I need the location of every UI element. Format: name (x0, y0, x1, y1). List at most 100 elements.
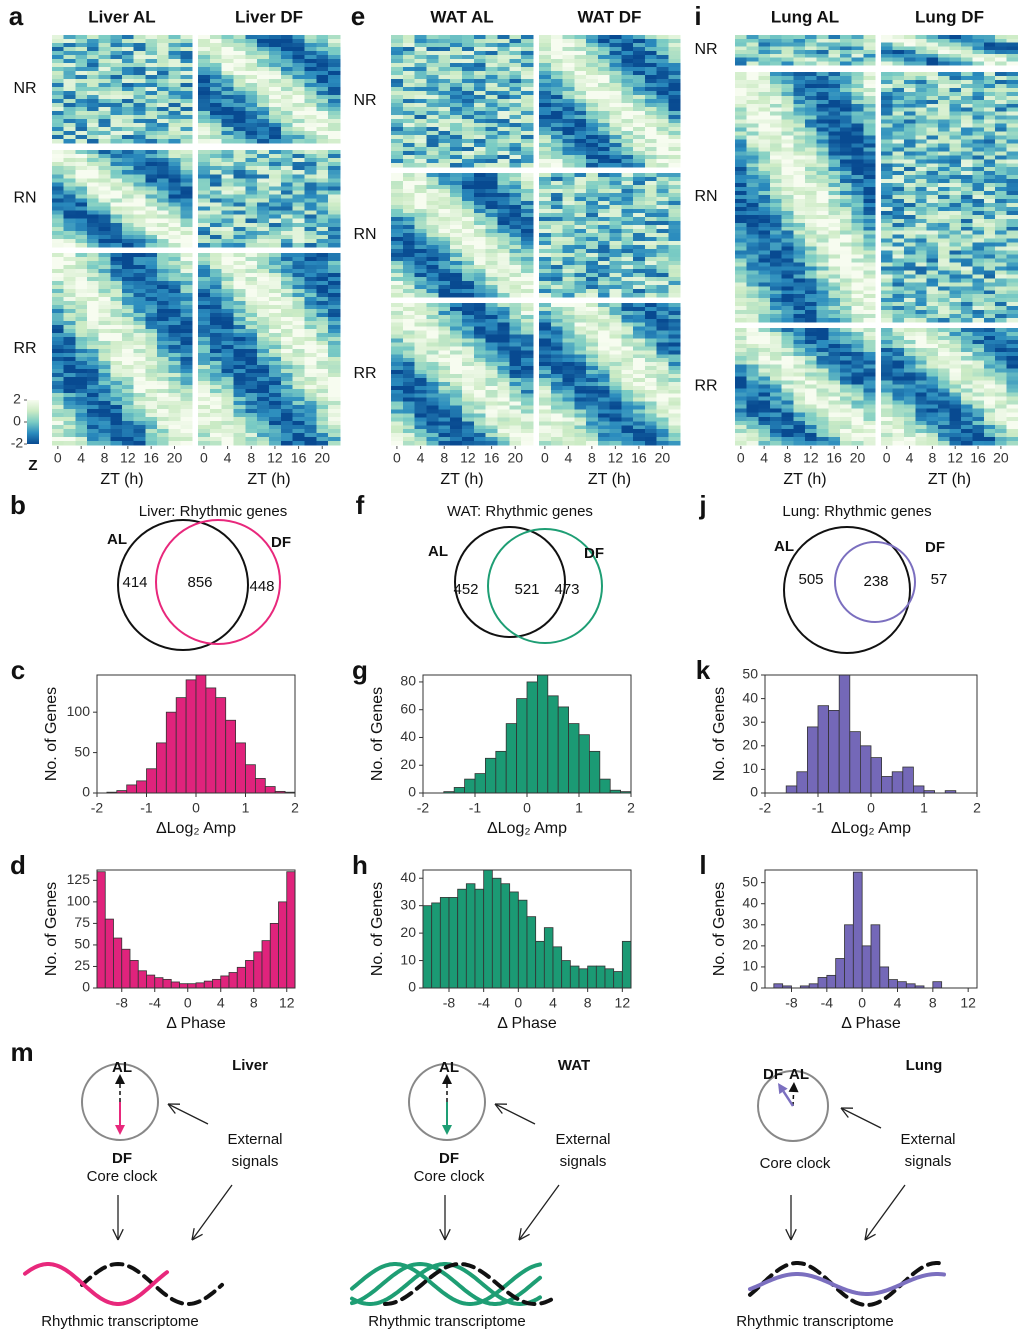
heatmap-cell (610, 119, 622, 123)
heatmap-cell (450, 87, 462, 91)
heatmap-cell (110, 441, 122, 445)
heatmap-cell (169, 393, 181, 397)
heatmap-cell (427, 425, 439, 429)
heatmap-cell (269, 231, 281, 235)
heatmap-cell (234, 107, 246, 111)
heatmap-cell (245, 103, 257, 107)
heatmap-cell (539, 35, 551, 39)
heatmap-cell (621, 437, 633, 441)
heatmap-cell (180, 325, 192, 329)
heatmap-cell (180, 261, 192, 265)
heatmap-cell (169, 389, 181, 393)
heatmap-cell (269, 409, 281, 413)
heatmap-cell (210, 277, 222, 281)
heatmap-cell (403, 339, 415, 343)
heatmap-cell (52, 186, 64, 190)
heatmap-cell (782, 46, 794, 50)
heatmap-cell (110, 139, 122, 143)
heatmap-cell (539, 221, 551, 225)
heatmap-cell (87, 150, 99, 154)
heatmap-cell (563, 159, 575, 163)
heatmap-cell (145, 253, 157, 257)
heatmap-cell (305, 63, 317, 67)
heatmap-cell (462, 346, 474, 350)
heatmap-cell (122, 111, 134, 115)
heatmap-cell (293, 186, 305, 190)
heatmap-cell (328, 405, 340, 409)
heatmap-cell (415, 75, 427, 79)
heatmap-cell (99, 43, 111, 47)
heatmap-cell (169, 103, 181, 107)
heatmap-cell (668, 327, 680, 331)
heatmap-cell (498, 159, 510, 163)
heatmap-cell (586, 402, 598, 406)
heatmap-cell (668, 59, 680, 63)
heatmap-cell (99, 293, 111, 297)
heatmap-cell (210, 131, 222, 135)
heatmap-cell (99, 361, 111, 365)
heatmap-cell (633, 83, 645, 87)
heatmap-cell (574, 43, 586, 47)
heatmap-cell (281, 170, 293, 174)
heatmap-cell (509, 115, 521, 119)
heatmap-cell (222, 55, 234, 59)
heatmap-cell (521, 75, 533, 79)
heatmap-cell (110, 158, 122, 162)
heatmap-cell (657, 71, 669, 75)
heatmap-cell (668, 131, 680, 135)
heatmap-cell (551, 390, 563, 394)
heatmap-cell (169, 127, 181, 131)
heatmap-cell (438, 350, 450, 354)
heatmap-cell (234, 199, 246, 203)
heatmap-cell (222, 162, 234, 166)
heatmap-cell (563, 181, 575, 185)
heatmap-cell (293, 373, 305, 377)
heatmap-cell (222, 297, 234, 301)
heatmap-cell (462, 131, 474, 135)
heatmap-cell (438, 327, 450, 331)
heatmap-cell (134, 269, 146, 273)
heatmap-cell (657, 285, 669, 289)
heatmap-cell (145, 178, 157, 182)
heatmap-cell (403, 221, 415, 225)
heatmap-cell (551, 115, 563, 119)
heatmap-cell (134, 47, 146, 51)
heatmap-cell (75, 421, 87, 425)
heatmap-cell (269, 325, 281, 329)
heatmap-cell (551, 229, 563, 233)
heatmap-cell (134, 231, 146, 235)
heatmap-cell (462, 327, 474, 331)
heatmap-cell (222, 321, 234, 325)
heatmap-cell (157, 401, 169, 405)
heatmap-cell (610, 151, 622, 155)
heatmap-cell (621, 402, 633, 406)
heatmap-cell (498, 173, 510, 177)
heatmap-cell (509, 173, 521, 177)
heatmap-cell (269, 265, 281, 269)
heatmap-cell (391, 413, 403, 417)
heatmap-cell (64, 433, 76, 437)
heatmap-cell (245, 393, 257, 397)
heatmap-cell (574, 315, 586, 319)
heatmap-cell (328, 87, 340, 91)
heatmap-cell (574, 358, 586, 362)
heatmap-cell (293, 231, 305, 235)
heatmap-cell (828, 58, 840, 62)
heatmap-cell (462, 354, 474, 358)
heatmap-cell (52, 377, 64, 381)
heatmap-cell (645, 59, 657, 63)
heatmap-cell (486, 99, 498, 103)
heatmap-cell (657, 163, 669, 167)
heatmap-cell (657, 39, 669, 43)
heatmap-cell (668, 221, 680, 225)
heatmap-cell (415, 51, 427, 55)
heatmap-cell (539, 99, 551, 103)
heatmap-cell (305, 321, 317, 325)
heatmap-cell (245, 91, 257, 95)
heatmap-cell (657, 413, 669, 417)
heatmap-cell (521, 119, 533, 123)
heatmap-cell (747, 54, 759, 58)
heatmap-cell (75, 170, 87, 174)
heatmap-cell (75, 389, 87, 393)
heatmap-cell (621, 201, 633, 205)
